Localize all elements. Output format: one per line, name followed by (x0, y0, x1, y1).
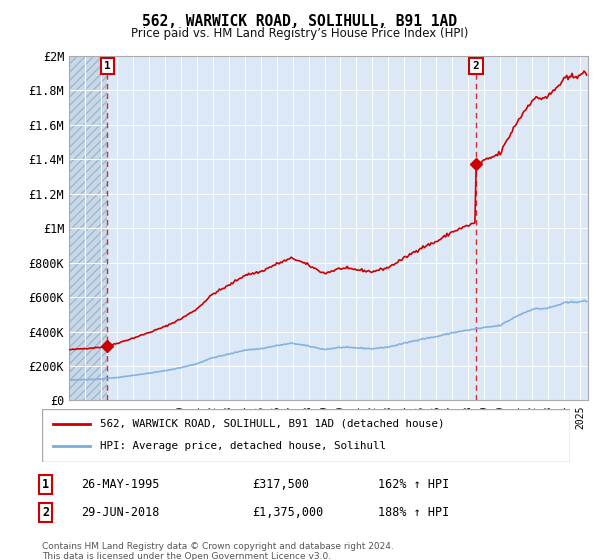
Text: £1,375,000: £1,375,000 (252, 506, 323, 519)
Text: 562, WARWICK ROAD, SOLIHULL, B91 1AD (detached house): 562, WARWICK ROAD, SOLIHULL, B91 1AD (de… (100, 419, 445, 429)
Text: Price paid vs. HM Land Registry’s House Price Index (HPI): Price paid vs. HM Land Registry’s House … (131, 27, 469, 40)
Text: £317,500: £317,500 (252, 478, 309, 491)
Text: 29-JUN-2018: 29-JUN-2018 (81, 506, 160, 519)
Text: 188% ↑ HPI: 188% ↑ HPI (378, 506, 449, 519)
Text: 162% ↑ HPI: 162% ↑ HPI (378, 478, 449, 491)
Text: 562, WARWICK ROAD, SOLIHULL, B91 1AD: 562, WARWICK ROAD, SOLIHULL, B91 1AD (143, 14, 458, 29)
Text: 1: 1 (42, 478, 49, 491)
Text: This data is licensed under the Open Government Licence v3.0.: This data is licensed under the Open Gov… (42, 552, 331, 560)
Bar (69, 56, 107, 400)
Text: 1: 1 (104, 61, 111, 71)
Text: Contains HM Land Registry data © Crown copyright and database right 2024.: Contains HM Land Registry data © Crown c… (42, 542, 394, 551)
Text: 26-MAY-1995: 26-MAY-1995 (81, 478, 160, 491)
FancyBboxPatch shape (42, 409, 570, 462)
Text: 2: 2 (473, 61, 479, 71)
Text: 2: 2 (42, 506, 49, 519)
Text: HPI: Average price, detached house, Solihull: HPI: Average price, detached house, Soli… (100, 441, 386, 451)
